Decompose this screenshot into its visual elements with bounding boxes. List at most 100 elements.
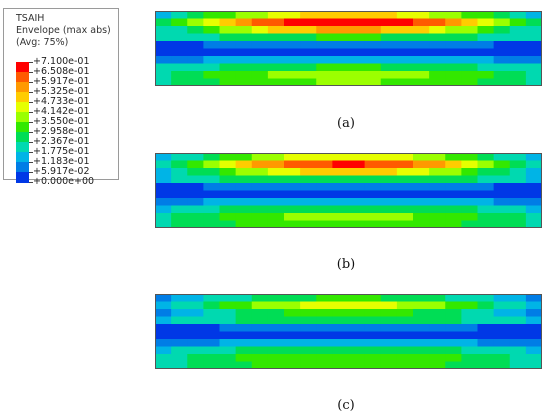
contour-cell <box>477 11 495 20</box>
contour-cell <box>219 56 237 65</box>
contour-cell <box>219 198 237 207</box>
contour-cell <box>461 11 479 20</box>
contour-cell <box>380 33 398 42</box>
contour-cell <box>155 41 172 50</box>
contour-cell <box>364 339 382 348</box>
contour-cell <box>380 78 398 86</box>
contour-cell <box>525 183 542 192</box>
contour-cell <box>316 175 333 184</box>
contour-cell <box>413 56 430 65</box>
contour-cell <box>380 339 398 348</box>
contour-cell <box>509 220 527 228</box>
contour-cell <box>284 168 301 177</box>
contour-cell <box>380 220 398 228</box>
legend-tick-label: +2.367e-01 <box>33 136 90 147</box>
contour-cell <box>445 301 462 310</box>
contour-cell <box>235 183 253 192</box>
contour-cell <box>219 213 237 222</box>
contour-cell <box>267 78 285 86</box>
contour-cell <box>235 71 253 80</box>
contour-cell <box>187 175 204 184</box>
contour-cell <box>445 63 462 72</box>
contour-cell <box>396 339 414 348</box>
contour-cell <box>477 190 495 199</box>
contour-cell <box>364 183 382 192</box>
contour-cell <box>251 71 269 80</box>
beam-contour-c <box>155 294 542 369</box>
contour-cell <box>461 56 479 65</box>
contour-cell <box>461 220 479 228</box>
contour-cell <box>155 26 172 35</box>
contour-cell <box>477 41 495 50</box>
contour-cell <box>300 56 317 65</box>
contour-cell <box>187 63 204 72</box>
contour-cell <box>429 48 446 57</box>
contour-cell <box>493 361 511 369</box>
contour-cell <box>445 56 462 65</box>
contour-cell <box>445 346 462 355</box>
contour-cell <box>477 18 495 27</box>
contour-cell <box>171 324 188 333</box>
contour-cell <box>171 346 188 355</box>
contour-cell <box>332 213 350 222</box>
contour-cell <box>461 160 479 169</box>
contour-cell <box>348 26 366 35</box>
contour-cell <box>332 205 350 214</box>
contour-cell <box>429 11 446 20</box>
contour-cell <box>348 11 366 20</box>
contour-cell <box>203 71 221 80</box>
contour-cell <box>461 316 479 325</box>
contour-cell <box>251 183 269 192</box>
contour-cell <box>251 301 269 310</box>
contour-cell <box>445 309 462 318</box>
contour-cell <box>316 41 333 50</box>
contour-cell <box>477 301 495 310</box>
contour-cell <box>267 153 285 162</box>
contour-cell <box>380 41 398 50</box>
contour-cell <box>316 309 333 318</box>
contour-cell <box>461 41 479 50</box>
contour-cell <box>316 316 333 325</box>
contour-cell <box>477 175 495 184</box>
contour-cell <box>525 301 542 310</box>
contour-cell <box>509 41 527 50</box>
contour-plot-b <box>155 153 542 228</box>
contour-cell <box>445 18 462 27</box>
contour-cell <box>316 205 333 214</box>
contour-cell <box>493 160 511 169</box>
contour-cell <box>203 18 221 27</box>
contour-cell <box>187 354 204 363</box>
legend-tick-mark <box>29 162 33 163</box>
contour-cell <box>171 26 188 35</box>
contour-cell <box>235 316 253 325</box>
contour-cell <box>348 56 366 65</box>
contour-cell <box>235 309 253 318</box>
contour-cell <box>493 198 511 207</box>
contour-cell <box>477 48 495 57</box>
contour-cell <box>348 168 366 177</box>
contour-cell <box>251 331 269 340</box>
contour-cell <box>509 213 527 222</box>
contour-cell <box>525 160 542 169</box>
contour-cell <box>477 33 495 42</box>
contour-cell <box>267 11 285 20</box>
contour-cell <box>477 26 495 35</box>
contour-cell <box>284 78 301 86</box>
legend-tick-mark <box>29 72 33 73</box>
contour-cell <box>445 26 462 35</box>
contour-cell <box>284 11 301 20</box>
contour-cell <box>396 48 414 57</box>
contour-cell <box>316 346 333 355</box>
contour-cell <box>203 153 221 162</box>
contour-cell <box>509 331 527 340</box>
contour-cell <box>267 33 285 42</box>
contour-cell <box>477 183 495 192</box>
contour-cell <box>203 26 221 35</box>
contour-cell <box>219 309 237 318</box>
contour-cell <box>396 354 414 363</box>
contour-cell <box>171 205 188 214</box>
legend-title-envelope: Envelope (max abs) <box>16 25 111 36</box>
contour-cell <box>267 301 285 310</box>
contour-cell <box>429 220 446 228</box>
legend-tick-mark <box>29 62 33 63</box>
